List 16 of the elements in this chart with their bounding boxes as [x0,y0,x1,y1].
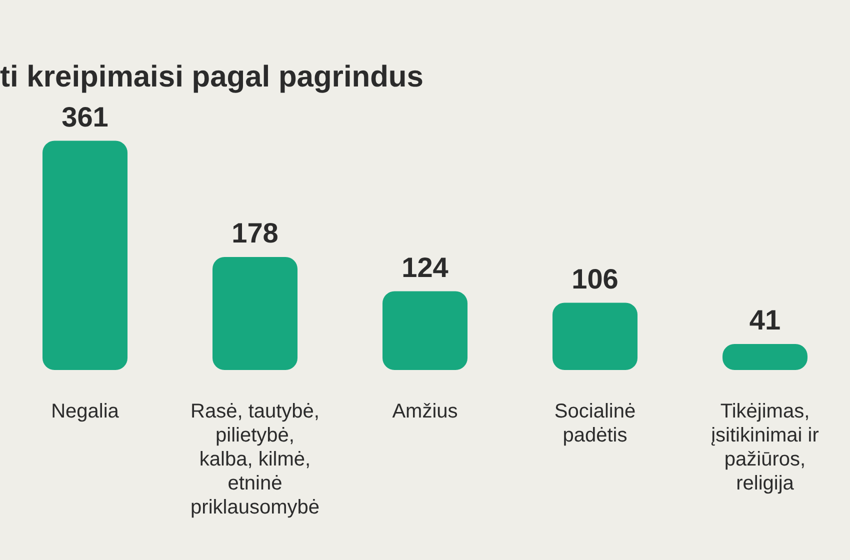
data-label: 124 [402,252,449,283]
bar [552,302,638,370]
chart-title: ti kreipimaisi pagal pagrindus [0,60,424,94]
x-tick-label: Amžius [392,400,458,423]
bar [722,344,808,370]
data-label: 41 [749,304,781,336]
bar [382,291,468,370]
x-tick-label: Tikėjimas, įsitikinimai ir pažiūros, religija [711,400,820,495]
bar [42,140,128,370]
data-label: 178 [232,218,278,249]
bar [212,256,298,370]
data-label: 106 [572,263,618,294]
x-tick-label: Socialinė padėtis [554,400,636,447]
data-label: 361 [62,101,108,132]
x-tick-label: Rasė, tautybė, pilietybė, kalba, kilmė, etninė priklausomybė [190,400,320,519]
x-tick-label: Negalia [51,400,120,423]
